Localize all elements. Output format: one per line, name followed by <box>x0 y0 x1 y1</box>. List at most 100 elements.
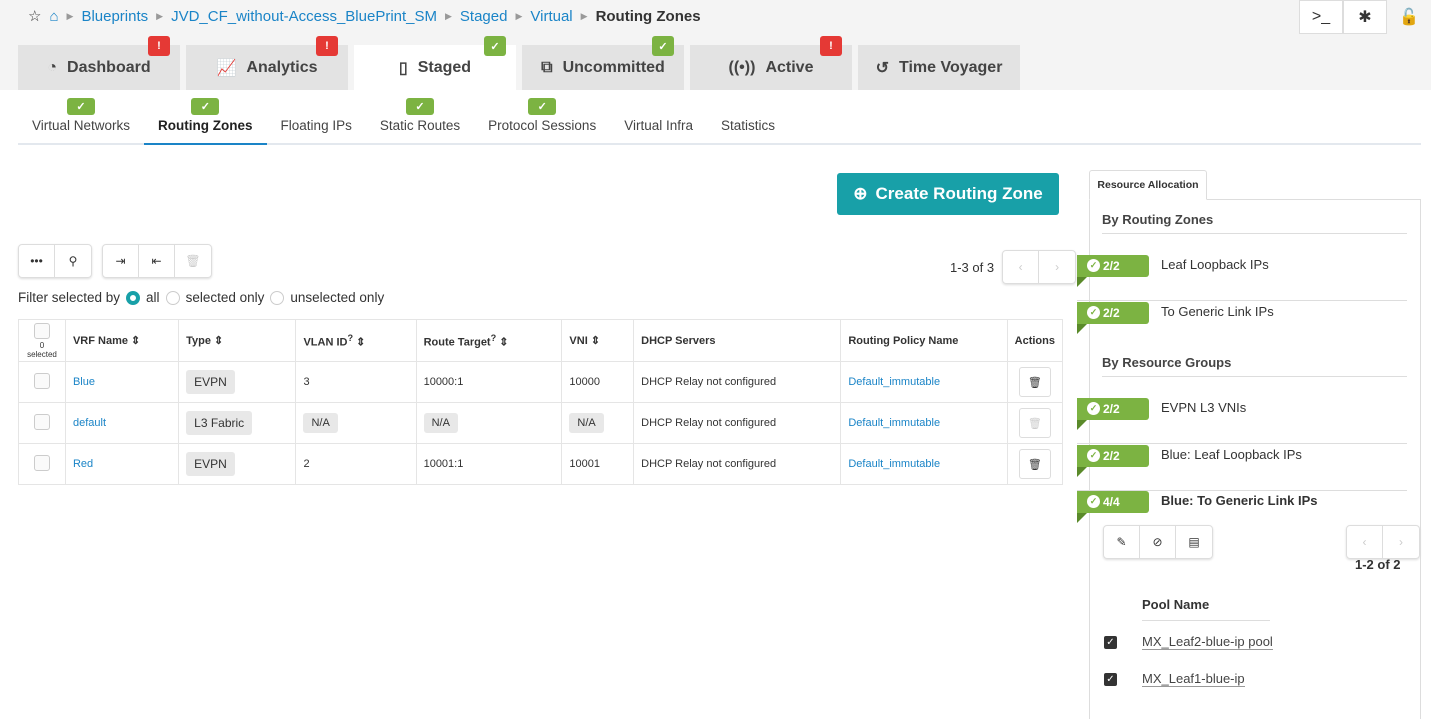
select-all-checkbox[interactable] <box>33 322 50 339</box>
dhcp: DHCP Relay not configured <box>633 443 842 485</box>
delete-button[interactable]: 🗑 <box>1018 449 1051 479</box>
check-icon: ✓ <box>528 98 557 115</box>
delete-button[interactable]: 🗑 <box>1018 367 1051 397</box>
vrf-link[interactable]: default <box>72 417 106 429</box>
vrf-link[interactable]: Blue <box>72 376 95 388</box>
tab-staged[interactable]: ▯ Staged ✓ <box>354 36 516 91</box>
breadcrumb-blueprints[interactable]: Blueprints <box>81 7 149 25</box>
dhcp: DHCP Relay not configured <box>633 402 842 444</box>
subtab-protocol-sessions[interactable]: Protocol Sessions ✓ <box>474 90 610 145</box>
route-target: N/A <box>423 413 458 433</box>
row-checkbox[interactable] <box>33 454 50 471</box>
check-icon: ✓ <box>67 98 96 115</box>
col-vrf-name[interactable]: VRF Name ⇕ <box>64 319 180 362</box>
unlock-icon[interactable]: 🔓 <box>1399 9 1419 26</box>
warning-icon: ! <box>148 36 170 56</box>
pagination-text: 1-3 of 3 <box>950 259 995 275</box>
filter-label: Filter selected by <box>18 290 121 305</box>
check-icon: ✓ <box>652 36 674 56</box>
col-vlan-id[interactable]: VLAN ID? ⇕ <box>295 319 417 362</box>
plus-circle-icon: ⊕ <box>853 184 868 203</box>
star-icon[interactable]: ☆ <box>28 8 42 25</box>
col-vni[interactable]: VNI ⇕ <box>561 319 635 362</box>
pool-name-header: Pool Name <box>1142 597 1270 621</box>
vlan-id: 2 <box>295 443 417 485</box>
tab-analytics[interactable]: 📈 Analytics! <box>186 36 348 90</box>
trash-icon[interactable]: 🗑 <box>185 254 201 268</box>
edit-icon[interactable]: ✎ <box>1104 526 1140 558</box>
pool-pagination: 1-2 of 2 <box>1355 557 1401 572</box>
pool-checkbox[interactable]: ✓ <box>1104 636 1117 649</box>
create-routing-zone-button[interactable]: ⊕ Create Routing Zone <box>837 173 1059 215</box>
export-icon[interactable]: ⇤ <box>139 245 175 277</box>
dhcp: DHCP Relay not configured <box>633 361 842 403</box>
subtab-routing-zones[interactable]: Routing Zones ✓ <box>144 90 267 145</box>
by-routing-zones-heading: By Routing Zones <box>1102 212 1407 234</box>
more-icon[interactable]: ••• <box>19 245 55 277</box>
file-icon[interactable]: ▤ <box>1188 535 1200 549</box>
check-icon: ✓ <box>191 98 220 115</box>
check-icon: ✓ <box>484 36 506 56</box>
tab-label: Staged <box>417 59 472 76</box>
import-icon[interactable]: ⇥ <box>103 245 139 277</box>
delete-button[interactable]: 🗑 <box>1018 408 1051 438</box>
table-row: default L3 Fabric N/A N/A N/A DHCP Relay… <box>18 402 1064 444</box>
tab-label: Dashboard <box>67 58 151 76</box>
next-page-button[interactable]: › <box>1399 535 1403 549</box>
check-icon: ✓ <box>405 98 434 115</box>
resource-item: 2/2To Generic Link IPs <box>1077 302 1407 348</box>
bug-icon[interactable]: ✱ <box>1343 0 1387 34</box>
tab-active[interactable]: ((•)) Active! <box>690 36 852 90</box>
subtab-static-routes[interactable]: Static Routes ✓ <box>366 90 474 145</box>
next-page-button[interactable]: › <box>1055 260 1060 274</box>
type-badge: EVPN <box>186 452 235 476</box>
col-actions: Actions <box>1006 319 1064 362</box>
col-route-target[interactable]: Route Target? ⇕ <box>415 319 563 362</box>
type-badge: L3 Fabric <box>186 411 253 435</box>
row-checkbox[interactable] <box>33 372 50 389</box>
breadcrumb-current: Routing Zones <box>595 7 701 25</box>
pool-link[interactable]: MX_Leaf2-blue-ip pool <box>1142 634 1273 650</box>
search-icon[interactable]: ⚲ <box>68 254 78 268</box>
subtab-virtual-infra[interactable]: Virtual Infra <box>624 118 693 133</box>
block-icon[interactable]: ⊘ <box>1140 526 1176 558</box>
subtab-statistics[interactable]: Statistics <box>721 118 776 133</box>
tab-label: Uncommitted <box>562 58 665 76</box>
tab-label: Analytics <box>246 58 318 76</box>
pool-checkbox[interactable]: ✓ <box>1104 673 1117 686</box>
pool-link[interactable]: MX_Leaf1-blue-ip <box>1142 671 1245 687</box>
prev-page-button[interactable]: ‹ <box>1003 251 1040 283</box>
routing-zones-table: 0 selected VRF Name ⇕ Type ⇕ VLAN ID? ⇕ … <box>18 319 1064 485</box>
home-icon[interactable]: ⌂ <box>49 7 59 25</box>
policy-link[interactable]: Default_immutable <box>848 376 941 388</box>
tab-label: Time Voyager <box>898 58 1003 76</box>
breadcrumb-virtual[interactable]: Virtual <box>530 7 573 25</box>
warning-icon: ! <box>316 36 338 56</box>
filter-selected-radio[interactable] <box>165 290 180 305</box>
prev-page-button[interactable]: ‹ <box>1347 526 1383 558</box>
tab-uncommitted[interactable]: ⧉ Uncommitted ✓ <box>522 36 684 90</box>
breadcrumb-staged[interactable]: Staged <box>459 7 508 25</box>
vni: 10000 <box>561 361 635 403</box>
tab-resource-allocation[interactable]: Resource Allocation <box>1089 170 1207 200</box>
vlan-id: 3 <box>295 361 417 403</box>
policy-link[interactable]: Default_immutable <box>848 458 941 470</box>
col-type[interactable]: Type ⇕ <box>178 319 297 362</box>
terminal-icon[interactable]: >_ <box>1299 0 1343 34</box>
route-target: 10001:1 <box>415 443 563 485</box>
breadcrumb-blueprint[interactable]: JVD_CF_without-Access_BluePrint_SM <box>171 7 437 25</box>
vrf-link[interactable]: Red <box>72 458 94 470</box>
route-target: 10000:1 <box>415 361 563 403</box>
filter-unselected-radio[interactable] <box>270 290 285 305</box>
filter-all-radio[interactable] <box>126 290 141 305</box>
warning-icon: ! <box>820 36 842 56</box>
tab-time-voyager[interactable]: ↺ Time Voyager <box>858 45 1020 90</box>
row-checkbox[interactable] <box>33 413 50 430</box>
subtab-floating-ips[interactable]: Floating IPs <box>280 118 352 133</box>
policy-link[interactable]: Default_immutable <box>848 417 941 429</box>
tab-dashboard[interactable]: ◔ Dashboard! <box>18 36 180 90</box>
tab-label: Active <box>765 58 814 76</box>
subtab-virtual-networks[interactable]: Virtual Networks ✓ <box>18 90 144 145</box>
